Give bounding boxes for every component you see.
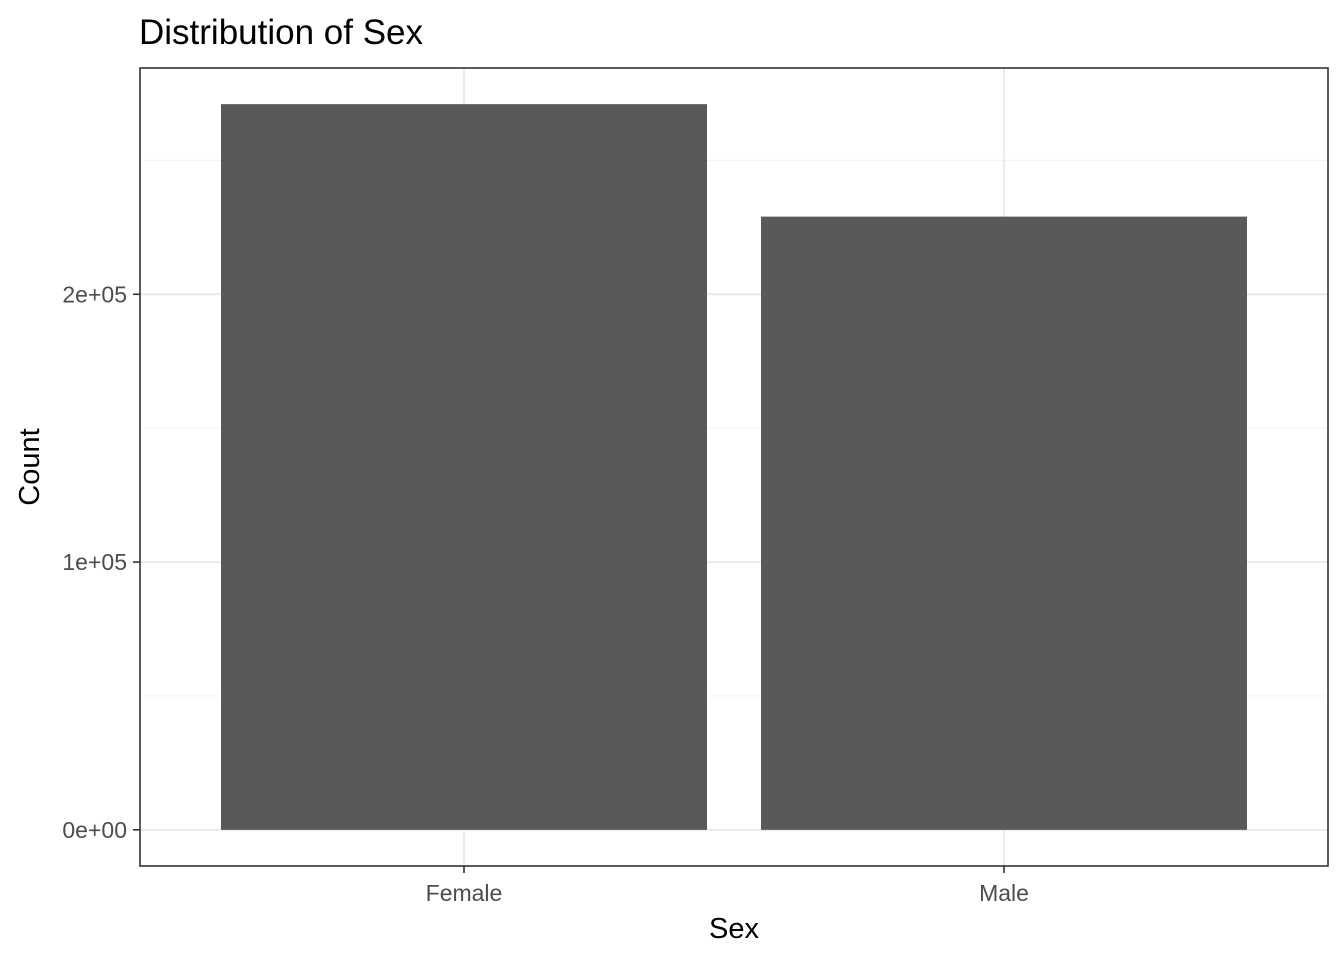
bar-female bbox=[221, 104, 707, 830]
y-tick-label: 2e+05 bbox=[62, 281, 127, 307]
x-tick-label: Male bbox=[979, 880, 1029, 906]
panel-border bbox=[139, 67, 1329, 867]
axis-layer: 0e+00 1e+05 2e+05 Female Male bbox=[62, 281, 1029, 906]
y-tick-label: 0e+00 bbox=[62, 817, 127, 843]
chart-title: Distribution of Sex bbox=[139, 13, 424, 52]
x-tick-label: Female bbox=[426, 880, 503, 906]
y-tick-label: 1e+05 bbox=[62, 549, 127, 575]
bar-male bbox=[761, 216, 1247, 830]
y-axis-title: Count bbox=[14, 428, 46, 505]
bar-layer bbox=[221, 104, 1247, 830]
x-axis-title: Sex bbox=[709, 913, 759, 945]
